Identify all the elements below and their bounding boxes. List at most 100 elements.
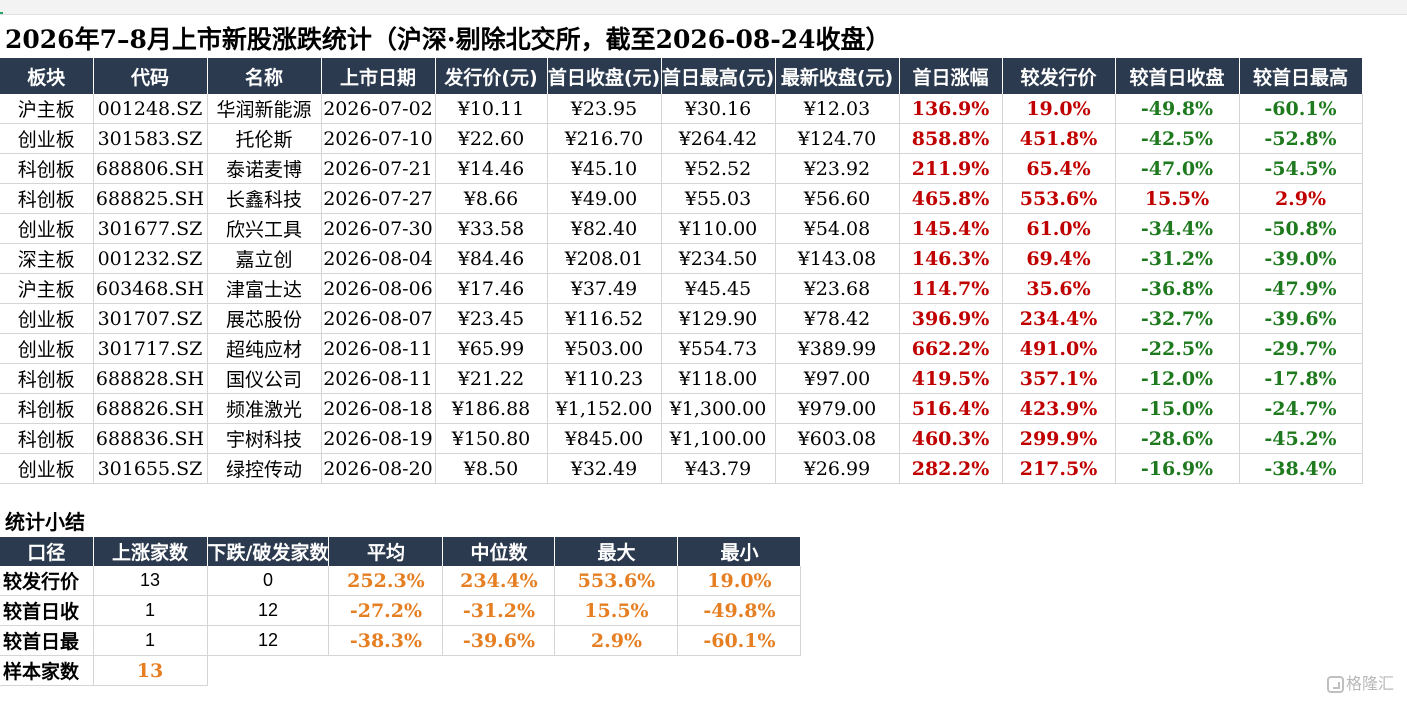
column-header: 代码 xyxy=(93,58,208,94)
summary-cell: 19.0% xyxy=(677,566,802,596)
table-row: 沪主板 603468.SH 津富士达 2026-08-06 ¥17.46 ¥37.49 ¥4… xyxy=(0,273,1363,304)
table-cell: 61.0% xyxy=(1002,213,1116,244)
summary-cell: 234.4% xyxy=(442,566,556,596)
table-cell: ¥118.00 xyxy=(661,363,776,394)
table-cell: ¥129.90 xyxy=(661,303,776,334)
sample-count-row: 样本家数 13 xyxy=(0,655,801,686)
table-cell: -17.8% xyxy=(1239,363,1363,394)
summary-column-header: 最小 xyxy=(677,537,802,566)
table-cell: 2026-08-11 xyxy=(321,363,436,394)
table-cell: ¥56.60 xyxy=(775,183,900,214)
table-cell: ¥23.45 xyxy=(435,303,548,334)
spreadsheet-toolbar-strip xyxy=(0,0,1407,15)
table-cell: ¥110.23 xyxy=(547,363,662,394)
table-cell: -29.7% xyxy=(1239,333,1363,364)
table-cell: 211.9% xyxy=(899,153,1003,184)
table-cell: 301655.SZ xyxy=(93,453,208,484)
table-cell: ¥49.00 xyxy=(547,183,662,214)
table-cell: 423.9% xyxy=(1002,393,1116,424)
column-header: 较首日最高 xyxy=(1239,58,1363,94)
table-cell: ¥554.73 xyxy=(661,333,776,364)
watermark-logo-icon xyxy=(1327,675,1344,693)
table-cell: 沪主板 xyxy=(0,273,94,304)
table-cell: 津富士达 xyxy=(207,273,322,304)
table-cell: -12.0% xyxy=(1115,363,1240,394)
table-cell: 65.4% xyxy=(1002,153,1116,184)
table-cell: 19.0% xyxy=(1002,94,1116,124)
table-cell: 2026-08-07 xyxy=(321,303,436,334)
summary-column-header: 口径 xyxy=(0,537,94,566)
ipo-stats-table: 板块 代码 名称 上市日期 发行价(元) 首日收盘(元) 首日最高(元) 最新收盘(元) 首日涨… xyxy=(0,58,1363,484)
table-row: 创业板 301655.SZ 绿控传动 2026-08-20 ¥8.50 ¥32.49 ¥43… xyxy=(0,453,1363,484)
table-row: 创业板 301677.SZ 欣兴工具 2026-07-30 ¥33.58 ¥82.40 ¥1… xyxy=(0,213,1363,244)
table-cell: ¥1,300.00 xyxy=(661,393,776,424)
summary-cell: 12 xyxy=(207,625,330,656)
table-cell: ¥389.99 xyxy=(775,333,900,364)
table-cell: -47.0% xyxy=(1115,153,1240,184)
table-cell: ¥52.52 xyxy=(661,153,776,184)
summary-cell: 0 xyxy=(207,566,330,596)
table-cell: ¥43.79 xyxy=(661,453,776,484)
summary-cell: 252.3% xyxy=(328,566,444,596)
table-cell: 15.5% xyxy=(1115,183,1240,214)
table-cell: -45.2% xyxy=(1239,423,1363,454)
table-cell: -28.6% xyxy=(1115,423,1240,454)
table-cell: 泰诺麦博 xyxy=(207,153,322,184)
table-cell: 创业板 xyxy=(0,213,94,244)
table-cell: 234.4% xyxy=(1002,303,1116,334)
table-cell: ¥116.52 xyxy=(547,303,662,334)
table-cell: 2026-08-04 xyxy=(321,243,436,274)
table-cell: 沪主板 xyxy=(0,94,94,124)
table-cell: 创业板 xyxy=(0,303,94,334)
table-cell: ¥17.46 xyxy=(435,273,548,304)
summary-cell: -60.1% xyxy=(677,625,802,656)
table-cell: ¥26.99 xyxy=(775,453,900,484)
summary-cell: 较首日最 xyxy=(0,625,94,656)
table-cell: ¥45.10 xyxy=(547,153,662,184)
table-cell: ¥22.60 xyxy=(435,123,548,154)
summary-table: 口径 上涨家数 下跌/破发家数 平均 中位数 最大 最小 较发行价 13 0 252.3% 234.… xyxy=(0,537,802,686)
table-cell: 688825.SH xyxy=(93,183,208,214)
table-cell: ¥208.01 xyxy=(547,243,662,274)
table-cell: 217.5% xyxy=(1002,453,1116,484)
table-cell: -32.7% xyxy=(1115,303,1240,334)
sample-count-label: 样本家数 xyxy=(0,655,94,686)
table-cell: 001232.SZ xyxy=(93,243,208,274)
table-cell: -36.8% xyxy=(1115,273,1240,304)
summary-cell: -27.2% xyxy=(328,595,444,626)
table-cell: ¥845.00 xyxy=(547,423,662,454)
table-cell: ¥124.70 xyxy=(775,123,900,154)
table-cell: -16.9% xyxy=(1115,453,1240,484)
table-cell: ¥186.88 xyxy=(435,393,548,424)
column-header: 较首日收盘 xyxy=(1115,58,1240,94)
summary-row: 较首日收 1 12 -27.2% -31.2% 15.5% -49.8% xyxy=(0,595,802,626)
table-cell: ¥110.00 xyxy=(661,213,776,244)
table-cell: 35.6% xyxy=(1002,273,1116,304)
summary-column-header: 平均 xyxy=(328,537,444,566)
table-cell: ¥54.08 xyxy=(775,213,900,244)
table-cell: -52.8% xyxy=(1239,123,1363,154)
table-row: 创业板 301717.SZ 超纯应材 2026-08-11 ¥65.99 ¥503.00 ¥… xyxy=(0,333,1363,364)
table-cell: 282.2% xyxy=(899,453,1003,484)
table-cell: ¥82.40 xyxy=(547,213,662,244)
table-cell: ¥37.49 xyxy=(547,273,662,304)
column-header: 上市日期 xyxy=(321,58,436,94)
table-cell: -60.1% xyxy=(1239,94,1363,124)
table-cell: 2026-08-19 xyxy=(321,423,436,454)
table-cell: ¥14.46 xyxy=(435,153,548,184)
table-cell: 创业板 xyxy=(0,333,94,364)
column-header: 较发行价 xyxy=(1002,58,1116,94)
table-cell: ¥84.46 xyxy=(435,243,548,274)
summary-cell: 15.5% xyxy=(554,595,679,626)
table-cell: 553.6% xyxy=(1002,183,1116,214)
table-cell: ¥23.92 xyxy=(775,153,900,184)
table-row: 沪主板 001248.SZ 华润新能源 2026-07-02 ¥10.11 ¥23.95 ¥… xyxy=(0,94,1363,124)
summary-row: 较首日最 1 12 -38.3% -39.6% 2.9% -60.1% xyxy=(0,625,802,656)
table-cell: 科创板 xyxy=(0,423,94,454)
table-cell: 2026-07-02 xyxy=(321,94,436,124)
table-cell: 114.7% xyxy=(899,273,1003,304)
table-cell: 托伦斯 xyxy=(207,123,322,154)
summary-cell: 553.6% xyxy=(554,566,679,596)
table-cell: 858.8% xyxy=(899,123,1003,154)
column-header: 首日收盘(元) xyxy=(547,58,662,94)
